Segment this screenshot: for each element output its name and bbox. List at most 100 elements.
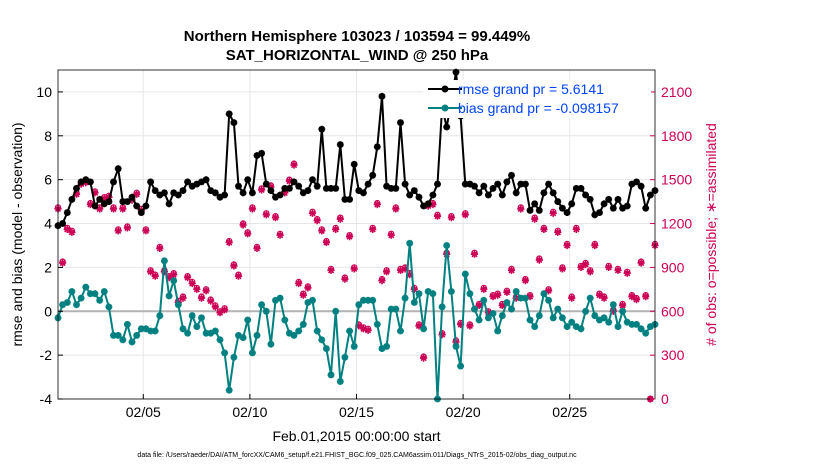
y-left-tick-label: 8 — [44, 128, 52, 144]
chart-title-line2: SAT_HORIZONTAL_WIND @ 250 hPa — [225, 47, 489, 64]
rmse-point — [410, 187, 418, 194]
obs-assimilated-point — [170, 271, 178, 279]
bias-point — [63, 299, 71, 306]
bias-point — [591, 312, 599, 320]
obs-assimilated-point — [295, 279, 303, 288]
bias-point — [633, 321, 640, 328]
obs-assimilated-point — [262, 211, 270, 219]
rmse-point — [188, 182, 196, 190]
obs-assimilated-point — [457, 320, 465, 328]
x-axis-label: Feb.01,2015 00:00:00 start — [272, 428, 440, 444]
rmse-point — [633, 178, 640, 186]
y-left-axis-label: rmse and bias (model - observation) — [9, 122, 25, 346]
obs-assimilated-point — [531, 215, 539, 223]
obs-assimilated-point — [568, 294, 576, 302]
obs-assimilated-point — [299, 291, 307, 299]
rmse-point — [156, 191, 164, 199]
bias-point — [466, 290, 474, 298]
bias-point — [475, 316, 483, 324]
obs-assimilated-point — [415, 322, 423, 330]
obs-assimilated-point — [373, 200, 381, 209]
y-right-tick-label: 900 — [661, 259, 685, 275]
obs-assimilated-point — [202, 287, 210, 295]
y-left-tick-label: -4 — [40, 391, 53, 407]
rmse-point — [424, 200, 432, 208]
obs-assimilated-point — [503, 288, 511, 296]
obs-assimilated-point — [258, 186, 266, 194]
obs-assimilated-point — [230, 262, 238, 270]
legend-rmse-text: rmse grand pr = 5.6141 — [458, 81, 604, 97]
chart-title-line1: Northern Hemisphere 103023 / 103594 = 99… — [183, 28, 531, 45]
y-right-axis-label: # of obs: o=possible; ∗=assimilated — [703, 123, 719, 346]
obs-assimilated-point — [253, 244, 261, 252]
bias-point — [133, 332, 141, 339]
bias-series — [54, 239, 659, 403]
bias-point — [623, 318, 631, 326]
bias-point — [420, 325, 427, 333]
bias-point — [258, 301, 265, 309]
obs-assimilated-point — [276, 231, 284, 239]
rmse-point — [207, 187, 215, 194]
obs-assimilated-point — [605, 263, 613, 271]
obs-assimilated-point — [211, 303, 219, 311]
bias-point — [582, 307, 589, 315]
bias-point — [401, 294, 409, 302]
rmse-point — [582, 191, 589, 199]
obs-assimilated-point — [507, 266, 516, 274]
bias-point — [568, 318, 576, 326]
bias-point — [503, 299, 511, 306]
bias-point — [211, 327, 219, 335]
bias-point — [508, 305, 515, 313]
rmse-point — [161, 189, 168, 197]
rmse-point — [401, 180, 409, 188]
y-right-tick-label: 600 — [661, 303, 685, 319]
bias-point — [364, 296, 372, 304]
rmse-point — [105, 198, 113, 205]
rmse-point — [596, 209, 603, 216]
rmse-point — [272, 193, 279, 201]
bias-point — [383, 343, 390, 350]
obs-assimilated-point — [142, 227, 150, 235]
bias-point — [230, 353, 238, 361]
obs-assimilated-point — [322, 238, 330, 247]
bias-point — [448, 288, 455, 295]
bias-point — [549, 314, 557, 322]
bias-point — [221, 349, 228, 357]
legend-box — [423, 80, 651, 118]
obs-assimilated-point — [156, 244, 164, 252]
rmse-point — [193, 180, 201, 188]
obs-assimilated-point — [248, 205, 256, 213]
rmse-point — [373, 143, 381, 151]
bias-point — [494, 327, 502, 335]
bias-point — [572, 323, 580, 330]
bias-point — [188, 312, 196, 320]
rmse-point — [63, 209, 71, 216]
obs-assimilated-point — [290, 161, 298, 169]
rmse-point — [244, 176, 252, 184]
bias-point — [313, 327, 321, 335]
bias-point — [609, 301, 617, 309]
bias-point — [647, 323, 654, 330]
rmse-point — [494, 180, 502, 188]
bias-point — [498, 312, 506, 320]
obs-assimilated-point — [207, 297, 215, 305]
rmse-point — [151, 187, 159, 194]
obs-assimilated-point — [387, 231, 395, 239]
bias-point — [105, 303, 113, 311]
bias-point — [100, 288, 108, 295]
rmse-point — [327, 185, 335, 192]
rmse-point — [378, 92, 386, 100]
bias-point — [600, 314, 608, 322]
bias-point — [161, 257, 168, 265]
bias-point — [267, 340, 275, 348]
rmse-point — [211, 189, 219, 197]
rmse-point — [230, 119, 238, 126]
rmse-point — [249, 189, 256, 197]
bias-point — [522, 294, 529, 302]
bias-point — [526, 316, 534, 324]
bias-point — [410, 299, 418, 306]
obs-assimilated-point — [119, 205, 127, 213]
bias-point — [443, 242, 451, 249]
obs-assimilated-point — [147, 268, 155, 276]
obs-assimilated-point — [216, 309, 224, 317]
